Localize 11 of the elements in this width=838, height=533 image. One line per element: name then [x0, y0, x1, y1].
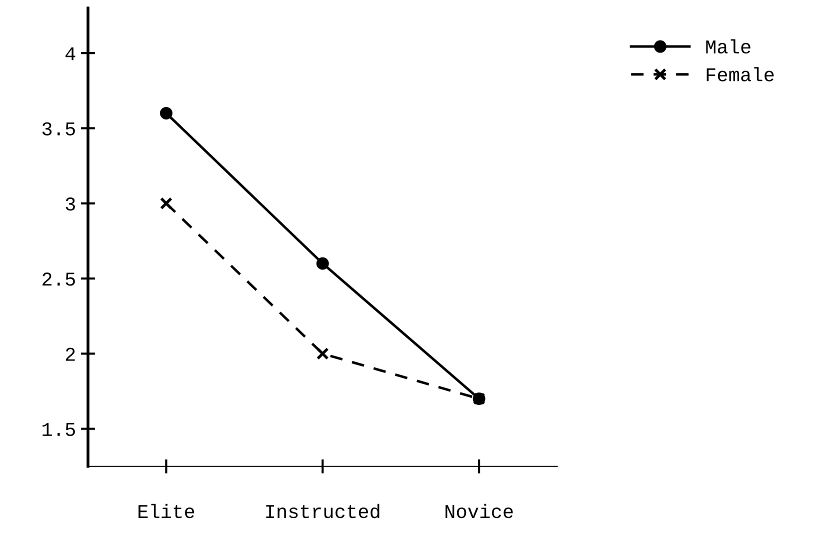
y-tick-label: 3 — [66, 197, 75, 211]
legend-label: Male — [706, 39, 750, 54]
y-tick-label: 2 — [66, 348, 75, 361]
y-tick-label: 4 — [65, 47, 76, 60]
y-tick-label: 2.5 — [42, 272, 75, 286]
x-tick-label: Elite — [138, 504, 194, 518]
y-tick-label: 1.5 — [42, 423, 75, 436]
legend-label: Female — [706, 67, 774, 82]
x-tick-label: Novice — [446, 504, 513, 518]
x-tick-label: Instructed — [266, 504, 380, 518]
y-tick-label: 3.5 — [42, 122, 75, 136]
